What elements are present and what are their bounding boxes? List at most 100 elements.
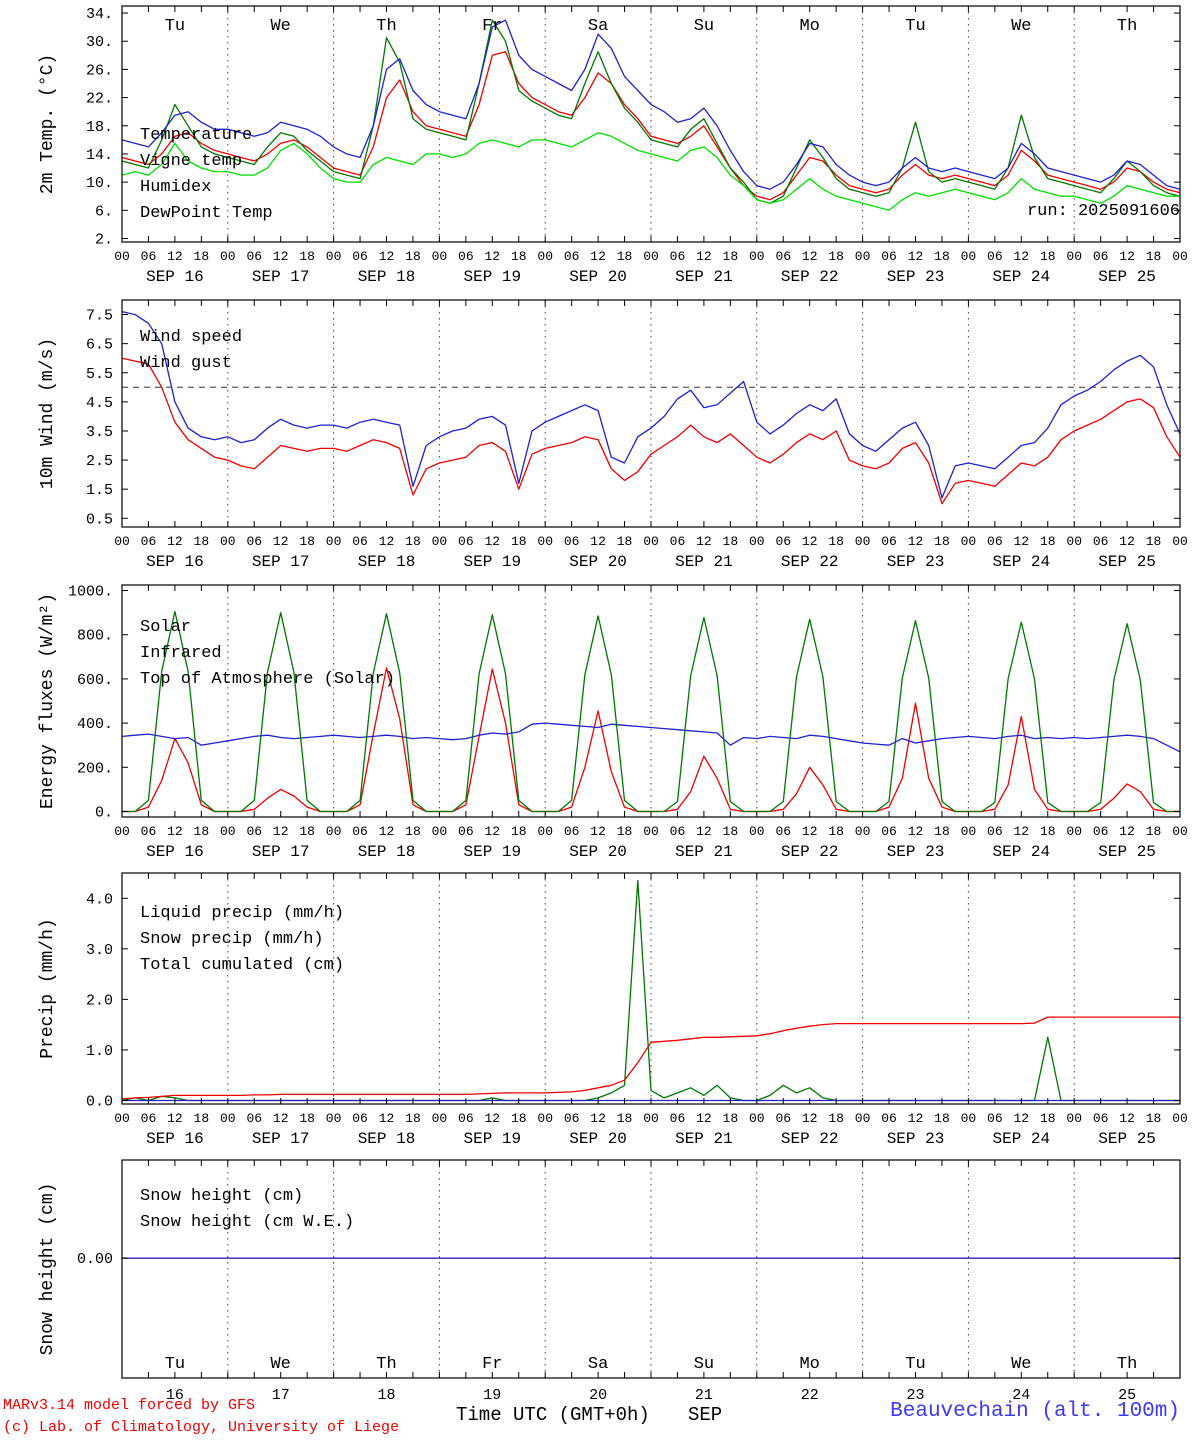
date-label: 23 bbox=[906, 1387, 924, 1404]
x-tick-label: 00 bbox=[961, 824, 977, 839]
x-tick-label: 12 bbox=[484, 249, 500, 264]
legend-snow-height-cm: Snow height (cm) bbox=[140, 1187, 303, 1206]
x-tick-label: 12 bbox=[802, 249, 818, 264]
x-tick-label: 18 bbox=[511, 1111, 527, 1126]
day-name-label: Th bbox=[1117, 17, 1137, 36]
x-tick-label: 06 bbox=[246, 534, 262, 549]
x-tick-label: 12 bbox=[379, 249, 395, 264]
x-tick-label: 00 bbox=[855, 1111, 871, 1126]
x-tick-label: 06 bbox=[1093, 1111, 1109, 1126]
x-tick-label: 18 bbox=[511, 534, 527, 549]
sep-date-label: SEP 20 bbox=[569, 843, 627, 861]
x-tick-label: 06 bbox=[670, 534, 686, 549]
y-tick-label: 1000. bbox=[68, 584, 113, 601]
sep-date-label: SEP 19 bbox=[463, 1130, 521, 1148]
x-tick-label: 00 bbox=[749, 249, 765, 264]
x-tick-label: 12 bbox=[908, 534, 924, 549]
x-tick-label: 12 bbox=[908, 249, 924, 264]
x-tick-label: 12 bbox=[379, 1111, 395, 1126]
x-tick-label: 12 bbox=[802, 824, 818, 839]
x-tick-label: 06 bbox=[987, 824, 1003, 839]
y-tick-label: 2. bbox=[95, 231, 113, 248]
y-tick-label: 34. bbox=[86, 6, 113, 23]
x-tick-label: 06 bbox=[141, 1111, 157, 1126]
x-tick-label: 12 bbox=[1119, 534, 1135, 549]
sep-date-label: SEP 17 bbox=[252, 268, 310, 286]
day-name-label: We bbox=[1011, 17, 1031, 36]
sep-date-label: SEP 23 bbox=[887, 553, 945, 571]
x-tick-label: 00 bbox=[220, 249, 236, 264]
day-name-label: We bbox=[270, 17, 290, 36]
x-tick-label: 18 bbox=[405, 824, 421, 839]
legend-temperature: Temperature bbox=[140, 126, 252, 145]
x-tick-label: 18 bbox=[617, 1111, 633, 1126]
y-axis-label: 2m Temp. (°C) bbox=[38, 54, 58, 194]
x-tick-label: 00 bbox=[220, 1111, 236, 1126]
x-tick-label: 00 bbox=[537, 1111, 553, 1126]
date-label: 22 bbox=[801, 1387, 819, 1404]
y-tick-label: 0.00 bbox=[77, 1251, 113, 1268]
y-tick-label: 22. bbox=[86, 91, 113, 108]
x-axis-title: Time UTC (GMT+0h) bbox=[456, 1404, 650, 1426]
date-label: 20 bbox=[589, 1387, 607, 1404]
x-tick-label: 06 bbox=[987, 534, 1003, 549]
x-tick-label: 00 bbox=[1066, 534, 1082, 549]
day-name-label: Tu bbox=[905, 1355, 925, 1374]
date-label: 16 bbox=[166, 1387, 184, 1404]
x-tick-label: 18 bbox=[299, 1111, 315, 1126]
x-tick-label: 06 bbox=[670, 249, 686, 264]
station-label: Beauvechain (alt. 100m) bbox=[890, 1400, 1180, 1423]
x-tick-label: 12 bbox=[696, 249, 712, 264]
sep-date-label: SEP 18 bbox=[358, 843, 416, 861]
x-tick-label: 18 bbox=[1146, 1111, 1162, 1126]
series-temperature-line bbox=[121, 51, 1181, 201]
x-tick-label: 18 bbox=[299, 534, 315, 549]
y-tick-label: 6.5 bbox=[86, 337, 113, 354]
x-tick-label: 12 bbox=[167, 249, 183, 264]
date-label: 25 bbox=[1118, 1387, 1136, 1404]
x-tick-label: 12 bbox=[908, 824, 924, 839]
x-tick-label: 06 bbox=[458, 1111, 474, 1126]
x-tick-label: 06 bbox=[352, 824, 368, 839]
x-tick-label: 18 bbox=[299, 249, 315, 264]
x-tick-label: 18 bbox=[934, 534, 950, 549]
x-tick-label: 00 bbox=[1066, 249, 1082, 264]
x-tick-label: 18 bbox=[617, 534, 633, 549]
sep-date-label: SEP 24 bbox=[992, 1130, 1050, 1148]
x-tick-label: 00 bbox=[1066, 1111, 1082, 1126]
x-tick-label: 00 bbox=[432, 534, 448, 549]
credit-line-2: (c) Lab. of Climatology, University of L… bbox=[3, 1419, 400, 1436]
x-tick-label: 06 bbox=[1093, 824, 1109, 839]
x-tick-label: 18 bbox=[194, 249, 210, 264]
x-tick-label: 00 bbox=[114, 249, 130, 264]
x-tick-label: 06 bbox=[564, 249, 580, 264]
series-dewpoint-temp-line bbox=[121, 132, 1180, 211]
sep-date-label: SEP 21 bbox=[675, 268, 733, 286]
sep-date-label: SEP 16 bbox=[146, 553, 204, 571]
x-tick-label: 12 bbox=[1013, 1111, 1029, 1126]
x-tick-label: 12 bbox=[167, 824, 183, 839]
y-tick-label: 0. bbox=[95, 804, 113, 821]
sep-date-label: SEP 21 bbox=[675, 1130, 733, 1148]
legend-dewpoint-temp: DewPoint Temp bbox=[140, 204, 273, 223]
day-name-label: Th bbox=[1117, 1355, 1137, 1374]
x-tick-label: 00 bbox=[326, 1111, 342, 1126]
sep-date-label: SEP 22 bbox=[781, 268, 839, 286]
sep-date-label: SEP 19 bbox=[463, 553, 521, 571]
x-tick-label: 12 bbox=[1119, 1111, 1135, 1126]
legend-top-of-atmosphere-solar: Top of Atmosphere (Solar) bbox=[140, 670, 395, 689]
x-tick-label: 12 bbox=[1013, 249, 1029, 264]
x-tick-label: 06 bbox=[352, 1111, 368, 1126]
y-tick-label: 0.0 bbox=[86, 1093, 113, 1110]
x-tick-label: 18 bbox=[1040, 534, 1056, 549]
sep-date-label: SEP 20 bbox=[569, 553, 627, 571]
x-tick-label: 00 bbox=[643, 1111, 659, 1126]
x-tick-label: 00 bbox=[1066, 824, 1082, 839]
x-tick-label: 06 bbox=[141, 824, 157, 839]
sep-date-label: SEP 21 bbox=[675, 843, 733, 861]
x-tick-label: 12 bbox=[908, 1111, 924, 1126]
sep-date-label: SEP 18 bbox=[358, 553, 416, 571]
x-tick-label: 00 bbox=[855, 824, 871, 839]
sep-date-label: SEP 17 bbox=[252, 843, 310, 861]
